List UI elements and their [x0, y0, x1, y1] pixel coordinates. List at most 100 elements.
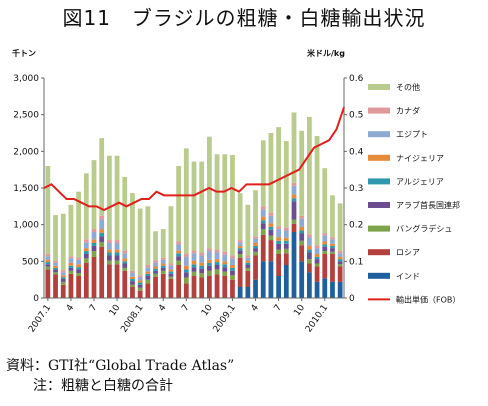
bar-segment — [283, 265, 289, 298]
bar-segment — [214, 154, 220, 250]
bar-segment — [60, 277, 66, 279]
bar-segment — [60, 284, 66, 298]
bar-segment — [99, 232, 105, 237]
legend-label: ナイジェリア — [396, 154, 444, 163]
bar-segment — [145, 273, 151, 276]
bar-segment — [260, 209, 266, 217]
y-tick-label: 1,000 — [13, 221, 39, 231]
bar-segment — [76, 259, 81, 265]
bar-segment — [276, 254, 281, 276]
bar-segment — [222, 271, 228, 276]
bar-segment — [253, 190, 258, 237]
y-tick-label: 0 — [33, 294, 39, 304]
bar-segment — [283, 248, 289, 254]
bar-segment — [137, 284, 143, 288]
bar-segment — [207, 265, 212, 271]
bar-segment — [122, 270, 128, 298]
bar-segment — [122, 258, 128, 262]
bar-segment — [307, 272, 312, 298]
bar-segment — [60, 278, 66, 282]
bar-segment — [68, 270, 74, 274]
bar-segment — [107, 249, 112, 253]
bar-segment — [268, 235, 274, 241]
bar-segment — [83, 239, 89, 243]
bar-segment — [114, 240, 120, 243]
bar-segment — [91, 256, 97, 298]
footnote: 注：粗糖と白糖の合計 — [33, 378, 173, 394]
bar-segment — [222, 264, 228, 268]
bar-segment — [107, 155, 112, 241]
bar-segment — [183, 277, 189, 284]
bar-segment — [245, 262, 251, 265]
bar-segment — [291, 182, 297, 186]
bar-segment — [230, 155, 235, 256]
bar-segment — [191, 271, 197, 276]
bar-segment — [114, 249, 120, 253]
bar-segment — [199, 273, 205, 278]
bar-segment — [230, 258, 235, 265]
x-tick-label: 10 — [200, 303, 215, 318]
bar-segment — [153, 273, 158, 277]
bar-segment — [60, 281, 66, 285]
bar-segment — [68, 258, 74, 263]
bar-segment — [314, 266, 320, 282]
bar-segment — [114, 255, 120, 261]
bar-segment — [245, 204, 251, 256]
bar-segment — [83, 248, 89, 252]
bar-segment — [253, 236, 258, 239]
bar-segment — [237, 240, 243, 243]
bar-segment — [330, 281, 335, 298]
bar-segment — [183, 283, 189, 298]
bar-segment — [207, 262, 212, 266]
x-tick-label: 10 — [292, 303, 307, 318]
bar-segment — [253, 238, 258, 243]
bar-segment — [337, 256, 343, 260]
bar-segment — [99, 219, 105, 230]
bar-segment — [337, 251, 343, 254]
bar-segment — [322, 241, 328, 245]
bar-segment — [291, 201, 297, 220]
legend-label: バングラデシュ — [396, 224, 452, 234]
bar-segment — [153, 231, 158, 261]
bar-segment — [114, 260, 120, 265]
bar-segment — [99, 229, 105, 233]
bar-segment — [276, 276, 281, 298]
bar-segment — [268, 215, 274, 224]
bar-segment — [268, 261, 274, 298]
bar-segment — [45, 269, 51, 298]
bar-segment — [214, 274, 220, 298]
legend-label: カナダ — [396, 106, 420, 116]
bar-segment — [299, 130, 305, 216]
price-line — [43, 107, 345, 212]
legend-swatch — [368, 249, 390, 256]
bar-segment — [207, 276, 212, 298]
bar-segment — [68, 204, 74, 257]
bar-segment — [214, 265, 220, 270]
bar-segment — [53, 269, 58, 273]
bar-segment — [137, 280, 143, 283]
y2-tick-label: 0.5 — [349, 111, 363, 121]
bar-segment — [276, 127, 281, 227]
bar-segment — [314, 259, 320, 264]
bar-segment — [307, 245, 312, 250]
bar-segment — [245, 270, 251, 287]
bar-segment — [337, 281, 343, 298]
bar-segment — [291, 194, 297, 199]
bar-segment — [122, 253, 128, 259]
bar-segment — [107, 252, 112, 256]
legend-label: エジプト — [396, 130, 428, 139]
bar-segment — [114, 264, 120, 298]
bar-segment — [137, 287, 143, 291]
bar-segment — [183, 269, 189, 273]
bar-segment — [68, 265, 74, 268]
bar-segment — [268, 223, 274, 227]
bar-segment — [322, 168, 328, 234]
bar-segment — [299, 215, 305, 219]
bar-segment — [130, 287, 135, 298]
bar-segment — [214, 249, 220, 253]
bar-segment — [214, 262, 220, 265]
bar-segment — [130, 278, 135, 282]
bar-segment — [307, 116, 312, 235]
bar-segment — [230, 255, 235, 259]
bar-segment — [291, 223, 297, 232]
